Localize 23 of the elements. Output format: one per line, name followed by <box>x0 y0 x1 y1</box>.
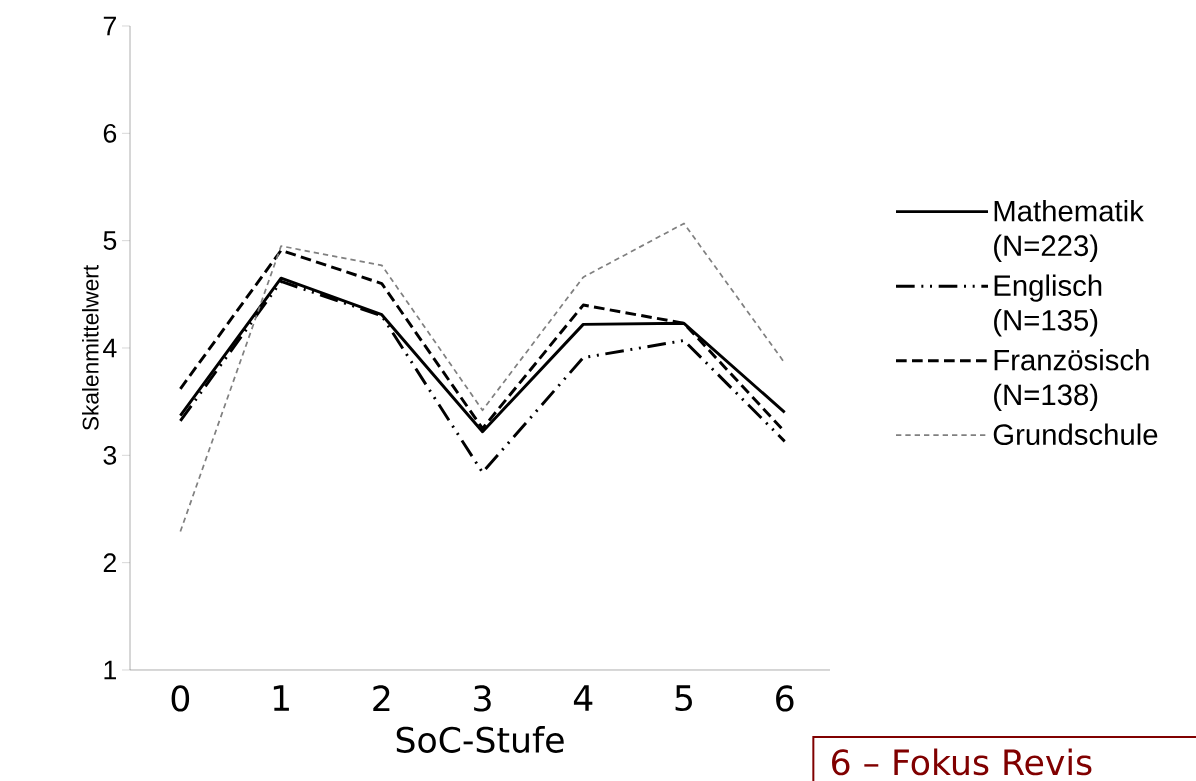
y-tick-label: 7 <box>103 16 116 36</box>
line-series <box>178 279 787 474</box>
x-tick-label: 0 <box>171 685 190 712</box>
legend-label: Englisch (N=135) <box>994 274 1102 337</box>
y-tick-label: 6 <box>103 123 117 143</box>
x-tick-label: 4 <box>573 685 593 711</box>
x-tick-label: 2 <box>373 685 390 712</box>
x-tick-label: 3 <box>474 685 491 712</box>
y-tick-label: 2 <box>103 553 116 572</box>
text: 6 – Fokus Revis <box>832 748 1092 776</box>
y-tick-label: 4 <box>103 338 117 358</box>
x-tick-label: 5 <box>675 685 692 712</box>
y-tick-label: 3 <box>103 445 117 465</box>
y-axis-title: Skalenmittelwert <box>82 265 99 431</box>
x-tick-label: 1 <box>273 685 289 711</box>
y-tick-label: 1 <box>104 660 116 680</box>
x-tick-label: 6 <box>776 685 794 712</box>
x-axis-title: SoC-Stufe <box>396 726 564 753</box>
legend-label: Französisch (N=138) <box>994 348 1149 411</box>
legend-label: Grundschule <box>993 423 1158 446</box>
legend-label: Mathematik (N=223) <box>994 199 1144 262</box>
y-tick-label: 5 <box>103 231 117 250</box>
line-series <box>179 222 786 533</box>
